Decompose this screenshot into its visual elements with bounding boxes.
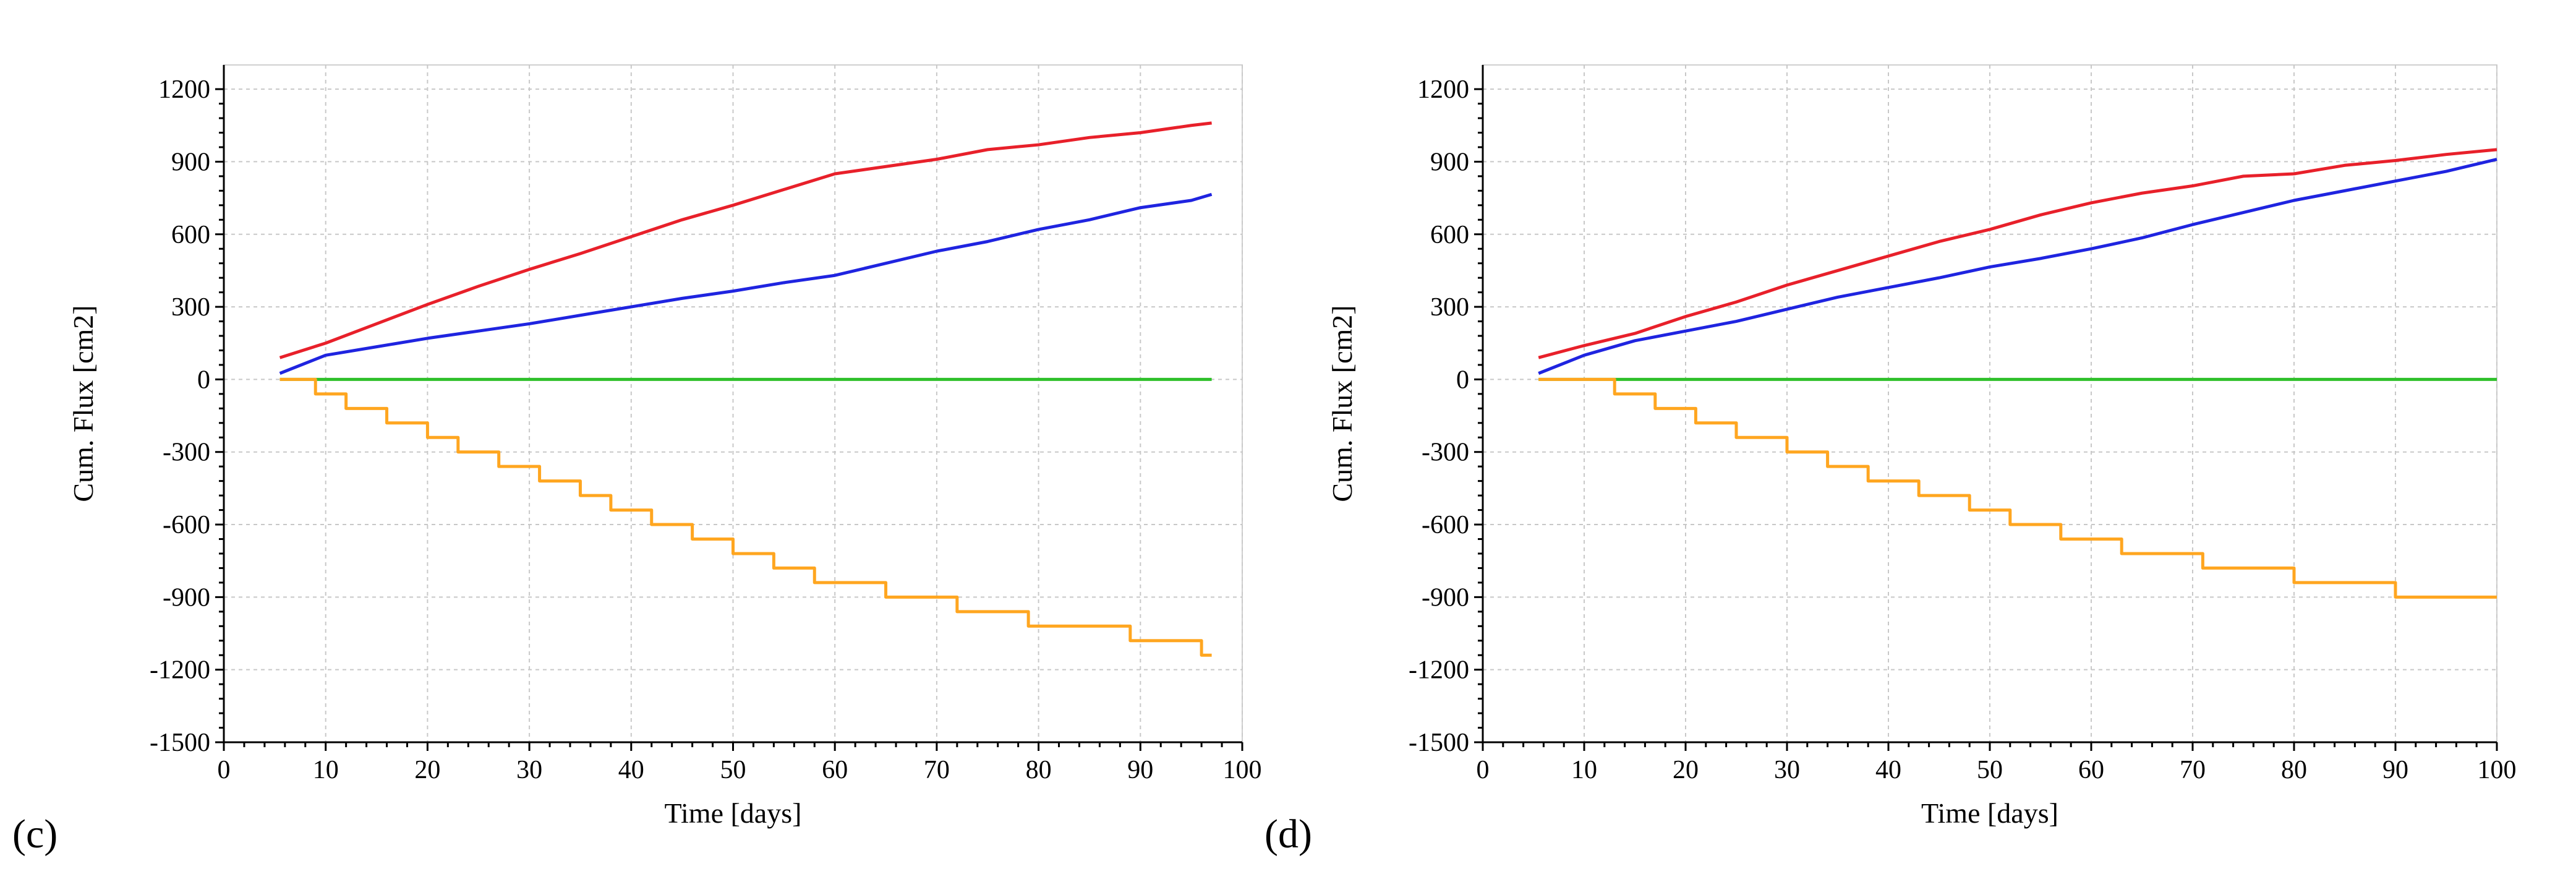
x-tick-label: 60 <box>2078 756 2104 784</box>
y-axis-title: Cum. Flux [cm2] <box>67 305 99 502</box>
x-tick-label: 20 <box>1673 756 1699 784</box>
series-line-blue <box>279 192 1213 375</box>
x-tick-label: 30 <box>1774 756 1800 784</box>
y-tick-label: 0 <box>1456 366 1469 394</box>
series-line-orange <box>279 377 1212 657</box>
panel-label: (d) <box>1265 812 1312 857</box>
series-line-red <box>279 121 1212 359</box>
x-tick-label: 10 <box>313 756 339 784</box>
y-tick-label: 900 <box>1430 148 1469 176</box>
y-tick-label: 600 <box>1430 221 1469 249</box>
plot-frame <box>223 64 1243 743</box>
x-tick-label: 70 <box>924 756 950 784</box>
y-tick-label: -600 <box>163 511 210 539</box>
y-tick-label: -900 <box>1422 583 1469 612</box>
x-tick-label: 80 <box>1026 756 1052 784</box>
y-tick-label: -600 <box>1422 511 1469 539</box>
y-tick-label: 1200 <box>1417 75 1469 104</box>
y-tick-label: 1200 <box>158 75 210 104</box>
x-tick-label: 30 <box>516 756 542 784</box>
x-tick-label: 90 <box>1127 756 1153 784</box>
x-tick-label: 50 <box>1977 756 2003 784</box>
y-tick-label: 300 <box>171 293 210 322</box>
x-tick-label: 0 <box>1477 756 1490 784</box>
y-tick-label: -1200 <box>150 656 210 685</box>
y-tick-label: -1500 <box>150 729 210 757</box>
x-tick-label: 100 <box>1223 756 1262 784</box>
chart-panel-d: 0 10 20 30 40 50 60 70 80 90 100 -1500 -1200 -900 -600… <box>1265 64 2517 857</box>
y-tick-label: -300 <box>163 439 210 467</box>
x-tick-label: 90 <box>2382 756 2408 784</box>
y-tick-label: 900 <box>171 148 210 176</box>
x-tick-label: 40 <box>1875 756 1901 784</box>
series-line-red <box>1538 148 2497 359</box>
x-tick-label: 10 <box>1571 756 1597 784</box>
series-line-orange <box>1538 377 2497 599</box>
x-tick-label: 80 <box>2281 756 2307 784</box>
x-tick-label: 0 <box>218 756 231 784</box>
x-tick-label: 60 <box>822 756 848 784</box>
series-line-blue <box>1538 158 2497 375</box>
x-tick-label: 70 <box>2180 756 2206 784</box>
y-tick-label: 0 <box>197 366 210 394</box>
y-tick-label: -1200 <box>1409 656 1469 685</box>
chart-panel-c: 0 10 20 30 40 50 60 70 80 90 100 -1500 -1200 -900 -600… <box>12 64 1262 857</box>
x-tick-label: 20 <box>414 756 440 784</box>
y-tick-label: 600 <box>171 221 210 249</box>
y-axis-title: Cum. Flux [cm2] <box>1326 305 1358 502</box>
y-tick-label: -1500 <box>1409 729 1469 757</box>
x-axis-title: Time [days] <box>1921 797 2058 829</box>
y-tick-label: -300 <box>1422 439 1469 467</box>
panel-label: (c) <box>12 812 58 857</box>
x-tick-label: 40 <box>618 756 644 784</box>
x-axis-title: Time [days] <box>665 797 802 829</box>
x-tick-label: 50 <box>720 756 746 784</box>
x-tick-label: 100 <box>2478 756 2517 784</box>
y-tick-label: -900 <box>163 583 210 612</box>
y-tick-label: 300 <box>1430 293 1469 322</box>
